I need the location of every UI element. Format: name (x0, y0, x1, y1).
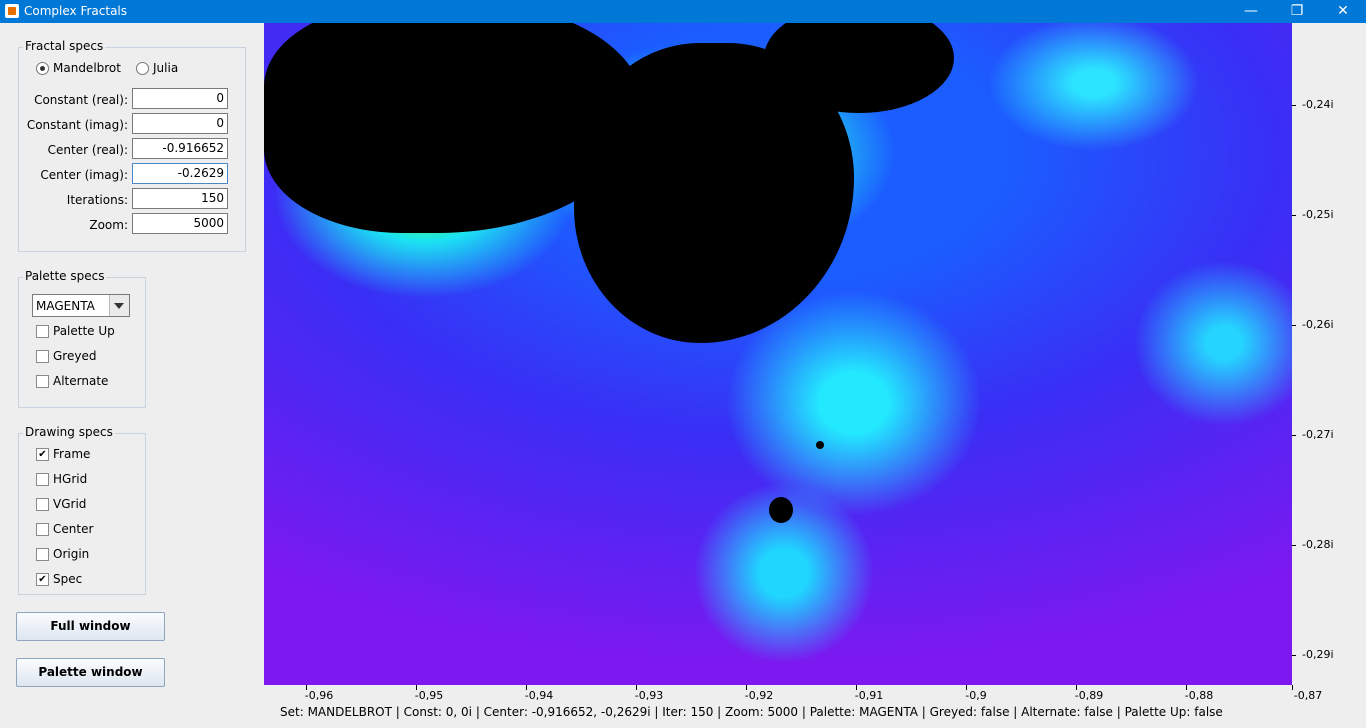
x-tick (1292, 685, 1293, 690)
mandelbrot-radio[interactable] (36, 62, 49, 75)
drawing-specs-title: Drawing specs (23, 425, 115, 439)
fractal-canvas[interactable] (264, 23, 1292, 685)
x-tick-label: -0,91 (854, 689, 884, 702)
center-label: Center (53, 522, 94, 536)
x-tick-label: -0,95 (414, 689, 444, 702)
center-imag-field[interactable]: -0.2629 (132, 163, 228, 184)
hgrid-label: HGrid (53, 472, 88, 486)
origin-checkbox[interactable] (36, 548, 49, 561)
constant-imag-field[interactable]: 0 (132, 113, 228, 134)
y-tick (1292, 325, 1296, 326)
center-real-field[interactable]: -0.916652 (132, 138, 228, 159)
greyed-label: Greyed (53, 349, 97, 363)
center-real-label: Center (real): (47, 143, 128, 157)
drawing-specs-group: Drawing specs ✔ Frame HGrid VGrid Center… (18, 425, 146, 595)
palette-specs-title: Palette specs (23, 269, 107, 283)
palette-up-label: Palette Up (53, 324, 115, 338)
y-tick-label: -0,29i (1302, 648, 1334, 661)
palette-specs-group: Palette specs MAGENTA Palette Up Greyed … (18, 269, 146, 408)
x-tick-label: -0,96 (304, 689, 334, 702)
y-tick-label: -0,26i (1302, 318, 1334, 331)
x-tick-label: -0,87 (1293, 689, 1323, 702)
alternate-label: Alternate (53, 374, 109, 388)
x-tick (306, 685, 307, 690)
iterations-field[interactable]: 150 (132, 188, 228, 209)
close-icon[interactable]: ✕ (1337, 3, 1349, 19)
x-tick (1186, 685, 1187, 690)
imaginary-axis: -0,24i -0,25i -0,26i -0,27i -0,28i -0,29… (1292, 23, 1366, 685)
iterations-label: Iterations: (66, 193, 128, 207)
x-tick (746, 685, 747, 690)
x-tick (1076, 685, 1077, 690)
x-tick (966, 685, 967, 690)
fractal-specs-group: Fractal specs Mandelbrot Julia Constant … (18, 39, 246, 252)
y-tick (1292, 655, 1296, 656)
window-title: Complex Fractals (24, 4, 128, 18)
mini-mandelbrot (769, 497, 793, 523)
alternate-checkbox[interactable] (36, 375, 49, 388)
y-tick-label: -0,24i (1302, 98, 1334, 111)
constant-imag-label: Constant (imag): (26, 118, 128, 132)
center-imag-label: Center (imag): (40, 168, 128, 182)
constant-real-field[interactable]: 0 (132, 88, 228, 109)
y-tick-label: -0,28i (1302, 538, 1334, 551)
fractal-specs-title: Fractal specs (23, 39, 106, 53)
spec-checkbox[interactable]: ✔ (36, 573, 49, 586)
y-tick (1292, 545, 1296, 546)
mandelbrot-top-bulb (764, 23, 954, 113)
y-tick (1292, 105, 1296, 106)
julia-radio[interactable] (136, 62, 149, 75)
x-tick (526, 685, 527, 690)
spec-status-text: Set: MANDELBROT | Const: 0, 0i | Center:… (280, 705, 1223, 719)
julia-label: Julia (153, 61, 179, 75)
origin-label: Origin (53, 547, 90, 561)
x-tick-label: -0,92 (744, 689, 774, 702)
zoom-field[interactable]: 5000 (132, 213, 228, 234)
zoom-label: Zoom: (89, 218, 128, 232)
vgrid-checkbox[interactable] (36, 498, 49, 511)
x-tick (856, 685, 857, 690)
palette-up-checkbox[interactable] (36, 325, 49, 338)
constant-real-label: Constant (real): (34, 93, 128, 107)
control-panel: Fractal specs Mandelbrot Julia Constant … (0, 23, 263, 728)
y-tick-label: -0,25i (1302, 208, 1334, 221)
center-checkbox[interactable] (36, 523, 49, 536)
y-tick (1292, 215, 1296, 216)
mandelbrot-label: Mandelbrot (53, 61, 121, 75)
full-window-button[interactable]: Full window (16, 612, 165, 641)
x-tick-label: -0,88 (1184, 689, 1214, 702)
spec-label: Spec (53, 572, 83, 586)
mini-mandelbrot (816, 441, 824, 449)
x-tick-label: -0,94 (524, 689, 554, 702)
maximize-icon[interactable]: ❐ (1290, 3, 1304, 19)
minimize-icon[interactable]: — (1244, 3, 1258, 19)
hgrid-checkbox[interactable] (36, 473, 49, 486)
y-tick (1292, 435, 1296, 436)
x-tick-label: -0,9 (965, 689, 987, 702)
x-tick (416, 685, 417, 690)
java-cup-icon (5, 4, 19, 18)
greyed-checkbox[interactable] (36, 350, 49, 363)
palette-selected-value: MAGENTA (36, 299, 95, 313)
palette-window-button[interactable]: Palette window (16, 658, 165, 687)
title-bar: Complex Fractals — ❐ ✕ (0, 0, 1366, 23)
x-tick (636, 685, 637, 690)
y-tick-label: -0,27i (1302, 428, 1334, 441)
palette-dropdown[interactable]: MAGENTA (32, 294, 130, 317)
x-tick-label: -0,93 (634, 689, 664, 702)
vgrid-label: VGrid (53, 497, 87, 511)
real-axis: -0,96 -0,95 -0,94 -0,93 -0,92 -0,91 -0,9… (264, 685, 1366, 728)
frame-checkbox[interactable]: ✔ (36, 448, 49, 461)
frame-label: Frame (53, 447, 91, 461)
x-tick-label: -0,89 (1074, 689, 1104, 702)
chevron-down-icon[interactable] (109, 295, 129, 316)
